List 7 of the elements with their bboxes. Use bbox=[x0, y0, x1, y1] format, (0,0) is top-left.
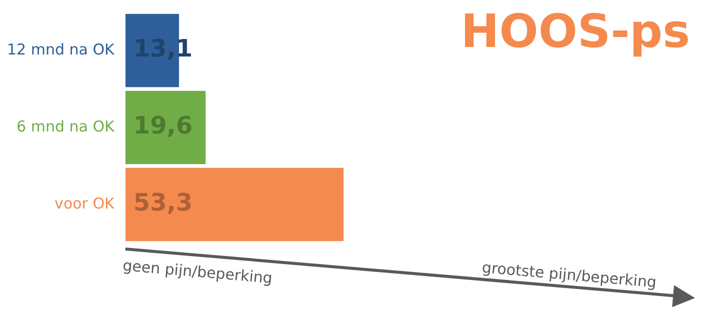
text: geen pijn/beperking bbox=[122, 256, 274, 288]
text: grootste pijn/beperking bbox=[481, 258, 658, 292]
text: HOOS-ps bbox=[460, 4, 690, 58]
data-label: 53,3 bbox=[133, 188, 193, 217]
y-tick-label: 12 mnd na OK bbox=[7, 40, 116, 58]
y-tick-label: voor OK bbox=[54, 194, 116, 212]
y-tick-label: 6 mnd na OK bbox=[16, 117, 116, 136]
